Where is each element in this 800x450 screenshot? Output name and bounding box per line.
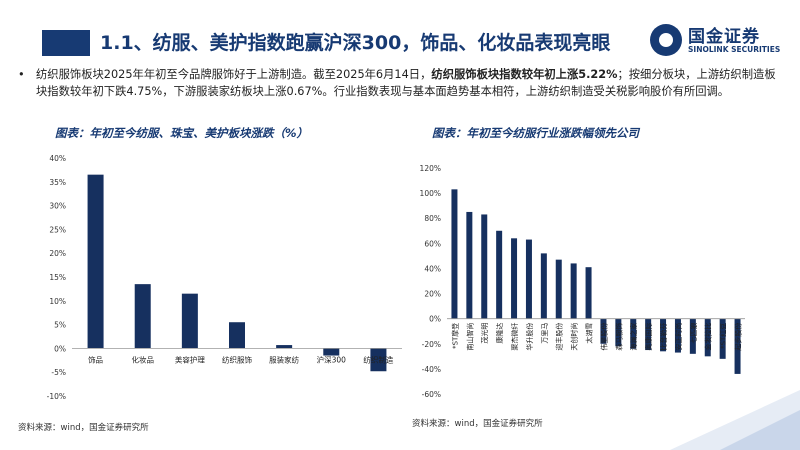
right-chart-category-label: 七匹狼 <box>689 323 698 344</box>
right-chart-category-label: 海澜之家 <box>629 323 638 351</box>
page-title: 1.1、纺服、美护指数跑赢沪深300，饰品、化妆品表现亮眼 <box>100 32 611 54</box>
summary-highlight: 纺织服饰板块指数较年初上涨5.22% <box>431 68 618 81</box>
left-chart-bar <box>87 174 104 349</box>
left-chart-y-tick-label: 35% <box>49 178 66 187</box>
right-chart-title: 图表：年初至今纺服行业涨跌幅领先公司 <box>432 126 639 140</box>
left-chart-bar <box>181 293 198 349</box>
right-chart-category-label: 奥康国际 <box>644 323 653 351</box>
right-chart-bar <box>511 238 518 319</box>
title-accent-bar <box>42 30 90 56</box>
left-chart-bar <box>229 322 245 349</box>
right-chart-y-tick-label: 100% <box>420 189 441 198</box>
right-chart-category-label: 南山智尚 <box>465 323 474 351</box>
right-chart-bar <box>496 230 503 319</box>
right-chart-bar <box>451 189 458 319</box>
right-chart-bar <box>645 318 652 351</box>
left-chart-category-label: 美容护理 <box>175 354 205 364</box>
summary-text: 纺织服饰板块2025年年初至今品牌服饰好于上游制造。截至2025年6月14日，纺… <box>36 66 780 100</box>
right-chart-y-tick-label: 20% <box>424 290 441 299</box>
right-chart-category-label: 森马服饰 <box>614 323 623 351</box>
left-chart-category-label: 纺织服饰 <box>222 354 252 364</box>
right-chart-bar <box>689 318 696 354</box>
right-chart-category-label: 起步股份 <box>734 323 743 351</box>
left-chart-y-tick-label: 25% <box>49 225 66 234</box>
right-chart-category-label: 太湖雪 <box>585 323 594 344</box>
left-chart-y-tick-label: 30% <box>49 202 66 211</box>
left-chart-category-label: 服装家纺 <box>269 354 299 364</box>
left-chart-y-tick-label: 5% <box>54 321 66 330</box>
left-chart-category-label: 沪深300 <box>317 354 347 364</box>
left-chart-category-label: 化妆品 <box>131 354 154 364</box>
right-chart-bar <box>540 253 547 319</box>
right-chart-bar <box>525 239 532 319</box>
corner-decoration <box>670 390 800 450</box>
left-chart-y-tick-label: -5% <box>51 368 66 377</box>
left-chart-y-tick-label: 20% <box>49 249 66 258</box>
right-chart-category-label: 华升股份 <box>525 323 534 351</box>
right-chart-bar <box>674 318 681 353</box>
right-chart-bar <box>734 318 741 374</box>
left-chart-bar <box>323 348 340 356</box>
right-chart-y-tick-label: 120% <box>420 164 441 173</box>
bullet-icon: • <box>18 68 25 81</box>
left-chart-category-label: 饰品 <box>88 354 103 364</box>
right-chart-category-label: 康隆达 <box>495 323 504 344</box>
right-chart-bar <box>585 267 592 319</box>
right-chart-y-tick-label: 80% <box>424 214 441 223</box>
left-chart-y-tick-label: -10% <box>47 392 66 401</box>
right-chart-category-label: 天创时尚 <box>570 323 579 351</box>
brand-logo: 国金证券 SINOLINK SECURITIES <box>650 22 790 62</box>
left-chart-category-label: 纺织制造 <box>363 354 393 364</box>
left-chart-bar <box>276 345 293 349</box>
right-chart-category-label: 比音勒芬 <box>659 323 668 351</box>
left-chart-y-tick-label: 15% <box>49 273 66 282</box>
left-source-note: 资料来源：wind，国金证券研究所 <box>18 423 149 433</box>
left-bar-chart: -10% -5% 0% 5% 10% 15% 20% 25% 30% 35% 40% 饰品 化妆品 美容护… <box>47 154 402 401</box>
right-chart-category-label: 安正时尚 <box>674 323 683 351</box>
right-chart-y-tick-label: 60% <box>424 239 441 248</box>
logo-text-en: SINOLINK SECURITIES <box>688 45 781 54</box>
right-chart-category-label: 伟星股份 <box>599 323 608 351</box>
left-chart-y-tick-label: 0% <box>54 344 66 353</box>
right-chart-bar <box>466 211 473 319</box>
right-chart-bar <box>615 318 622 347</box>
right-chart-y-tick-label: 40% <box>424 264 441 273</box>
left-chart-bar <box>134 284 151 349</box>
right-bar-chart: -60% -40% -20% 0% 20% 40% 60% 80% 100% 120% *ST摩登南… <box>420 164 745 399</box>
right-chart-category-label: 聚杰微纤 <box>510 323 519 351</box>
summary-paragraph: • 纺织服饰板块2025年年初至今品牌服饰好于上游制造。截至2025年6月14日… <box>18 66 780 100</box>
right-chart-bar <box>660 318 667 352</box>
right-chart-category-label: 万里马 <box>541 323 549 344</box>
right-chart-bar <box>570 263 577 319</box>
logo-text-cn: 国金证券 <box>688 27 760 47</box>
right-chart-category-label: *ST红豆 <box>719 323 728 349</box>
right-chart-y-tick-label: -20% <box>422 340 441 349</box>
logo-icon <box>650 24 682 56</box>
right-chart-bar <box>600 318 607 344</box>
right-chart-category-label: 茂光明 <box>480 323 489 344</box>
right-source-note: 资料来源：wind，国金证券研究所 <box>412 419 543 429</box>
right-chart-bar <box>630 318 637 349</box>
right-chart-bar <box>719 318 726 359</box>
left-chart-title: 图表：年初至今纺服、珠宝、美护板块涨跌（%） <box>55 126 309 140</box>
right-chart-bar <box>704 318 711 357</box>
summary-part1: 纺织服饰板块2025年年初至今品牌服饰好于上游制造。截至2025年6月14日， <box>36 68 432 81</box>
right-chart-category-label: 迎丰股份 <box>555 323 564 351</box>
right-chart-y-tick-label: -60% <box>422 390 441 399</box>
left-chart-bar <box>370 348 387 372</box>
right-chart-category-label: 金发拉比 <box>704 323 713 351</box>
right-chart-y-tick-label: -40% <box>422 365 441 374</box>
left-chart-y-tick-label: 10% <box>49 297 66 306</box>
right-chart-bar <box>555 259 562 319</box>
right-chart-bar <box>481 214 488 319</box>
left-chart-y-tick-label: 40% <box>49 154 66 163</box>
right-chart-y-tick-label: 0% <box>429 315 441 324</box>
right-chart-category-label: *ST摩登 <box>450 323 459 349</box>
summary-part3: ；按细分板块，上游纺织制造板块指数较年初下跌4.75%，下游服装家纺板块上涨0.… <box>36 68 776 98</box>
